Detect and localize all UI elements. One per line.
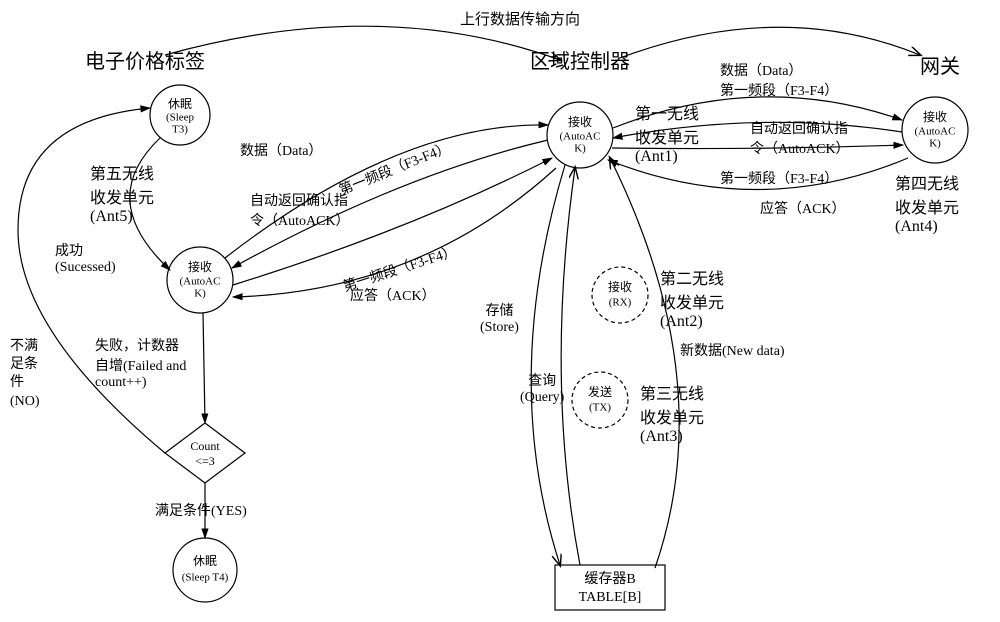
ant2-l1: 第二无线 (660, 265, 724, 289)
autoack-right-l2: 令（AutoACK） (750, 138, 850, 158)
autoack-right-l3: K) (929, 138, 941, 150)
autoack-right-l2: (AutoAC (915, 126, 956, 138)
data-left-label: 数据（Data） (240, 140, 322, 160)
no-l4: (NO) (10, 393, 40, 411)
success-label: 成功 (Sucessed) (55, 240, 116, 276)
buffer-l2: TABLE[B] (579, 590, 642, 605)
no-l3: 件 (10, 374, 40, 392)
autoack-right-l1: 接收 (923, 109, 947, 124)
autoack-mid-l1: 接收 (568, 114, 592, 129)
rx-l2: (RX) (609, 297, 632, 309)
ant2-label: 第二无线 收发单元 (Ant2) (660, 265, 724, 331)
autoack-left-l2: (AutoAC (180, 276, 221, 288)
sleep-t4-l1: 休眠 (193, 554, 217, 568)
tx-l2: (TX) (589, 402, 611, 414)
autoack-cmd-right: 自动返回确认指 令（AutoACK） (750, 118, 850, 158)
ant4-label: 第四无线 收发单元 (Ant4) (895, 170, 959, 236)
ant5-l3: (Ant5) (90, 208, 154, 226)
title-esl: 电子价格标签 (85, 45, 205, 74)
ant2-l3: (Ant2) (660, 313, 724, 331)
ant3-label: 第三无线 收发单元 (Ant3) (640, 380, 704, 446)
fail-l2: 自增(Failed and (95, 355, 186, 375)
top-arrow-label: 上行数据传输方向 (460, 8, 580, 29)
newdata-label: 新数据(New data) (680, 340, 785, 360)
no-l1: 不满 (10, 338, 40, 356)
sleep-t3-l2: (Sleep (166, 112, 195, 124)
node-sleep-t4 (173, 538, 237, 602)
diamond-l2: <=3 (195, 454, 215, 468)
ant5-label: 第五无线 收发单元 (Ant5) (90, 160, 154, 226)
node-tx (572, 372, 628, 428)
autoack-cmd-l1: 自动返回确认指 (250, 190, 350, 210)
success-l2: (Sucessed) (55, 260, 116, 276)
store-l1: 存储 (480, 300, 519, 320)
autoack-cmd-l2: 令（AutoACK） (250, 210, 350, 230)
ant4-l1: 第四无线 (895, 170, 959, 194)
no-label: 不满 足条 件 (NO) (10, 338, 40, 411)
autoack-left-l1: 接收 (188, 259, 212, 274)
ant1-l2: 收发单元 (635, 124, 699, 148)
ack-right-label: 应答（ACK） (760, 198, 846, 218)
ant1-label: 第一无线 收发单元 (Ant1) (635, 100, 699, 166)
query-l2: (Query) (520, 390, 564, 406)
fail-l3: count++) (95, 375, 186, 391)
query-l1: 查询 (520, 370, 564, 390)
diamond-l1: Count (190, 439, 220, 453)
band-right1-label: 第一频段（F3-F4） (720, 80, 838, 100)
ant3-l3: (Ant3) (640, 428, 704, 446)
store-l2: (Store) (480, 320, 519, 336)
ant1-l3: (Ant1) (635, 148, 699, 166)
node-rx (592, 267, 648, 323)
yes-label: 满足条件(YES) (155, 500, 247, 520)
title-zone: 区域控制器 (530, 45, 630, 74)
success-l1: 成功 (55, 240, 116, 260)
buffer-l1: 缓存器B (584, 571, 635, 587)
fail-l1: 失败，计数器 (95, 335, 186, 355)
autoack-left-l3: K) (194, 288, 206, 300)
ant2-l2: 收发单元 (660, 289, 724, 313)
ant5-l1: 第五无线 (90, 160, 154, 184)
ant3-l1: 第三无线 (640, 380, 704, 404)
autoack-mid-l3: K) (574, 143, 586, 155)
band-right2-label: 第一频段（F3-F4） (720, 168, 838, 188)
query-label: 查询 (Query) (520, 370, 564, 406)
sleep-t3-l1: 休眠 (168, 97, 192, 111)
ant4-l3: (Ant4) (895, 218, 959, 236)
data-right-label: 数据（Data） (720, 60, 802, 80)
sleep-t3-l3: T3) (172, 124, 188, 136)
autoack-mid-l2: (AutoAC (560, 131, 601, 143)
rx-l1: 接收 (608, 279, 632, 294)
ant1-l1: 第一无线 (635, 100, 699, 124)
ant3-l2: 收发单元 (640, 404, 704, 428)
autoack-cmd-left: 自动返回确认指 令（AutoACK） (250, 190, 350, 230)
tx-l1: 发送 (588, 384, 612, 399)
ant5-l2: 收发单元 (90, 184, 154, 208)
ack-left-label: 应答（ACK） (350, 285, 436, 305)
sleep-t4-l2: (Sleep T4) (182, 572, 229, 584)
store-label: 存储 (Store) (480, 300, 519, 336)
ant4-l2: 收发单元 (895, 194, 959, 218)
autoack-right-l1: 自动返回确认指 (750, 118, 850, 138)
no-l2: 足条 (10, 356, 40, 374)
title-gateway: 网关 (920, 50, 960, 79)
fail-label: 失败，计数器 自增(Failed and count++) (95, 335, 186, 391)
